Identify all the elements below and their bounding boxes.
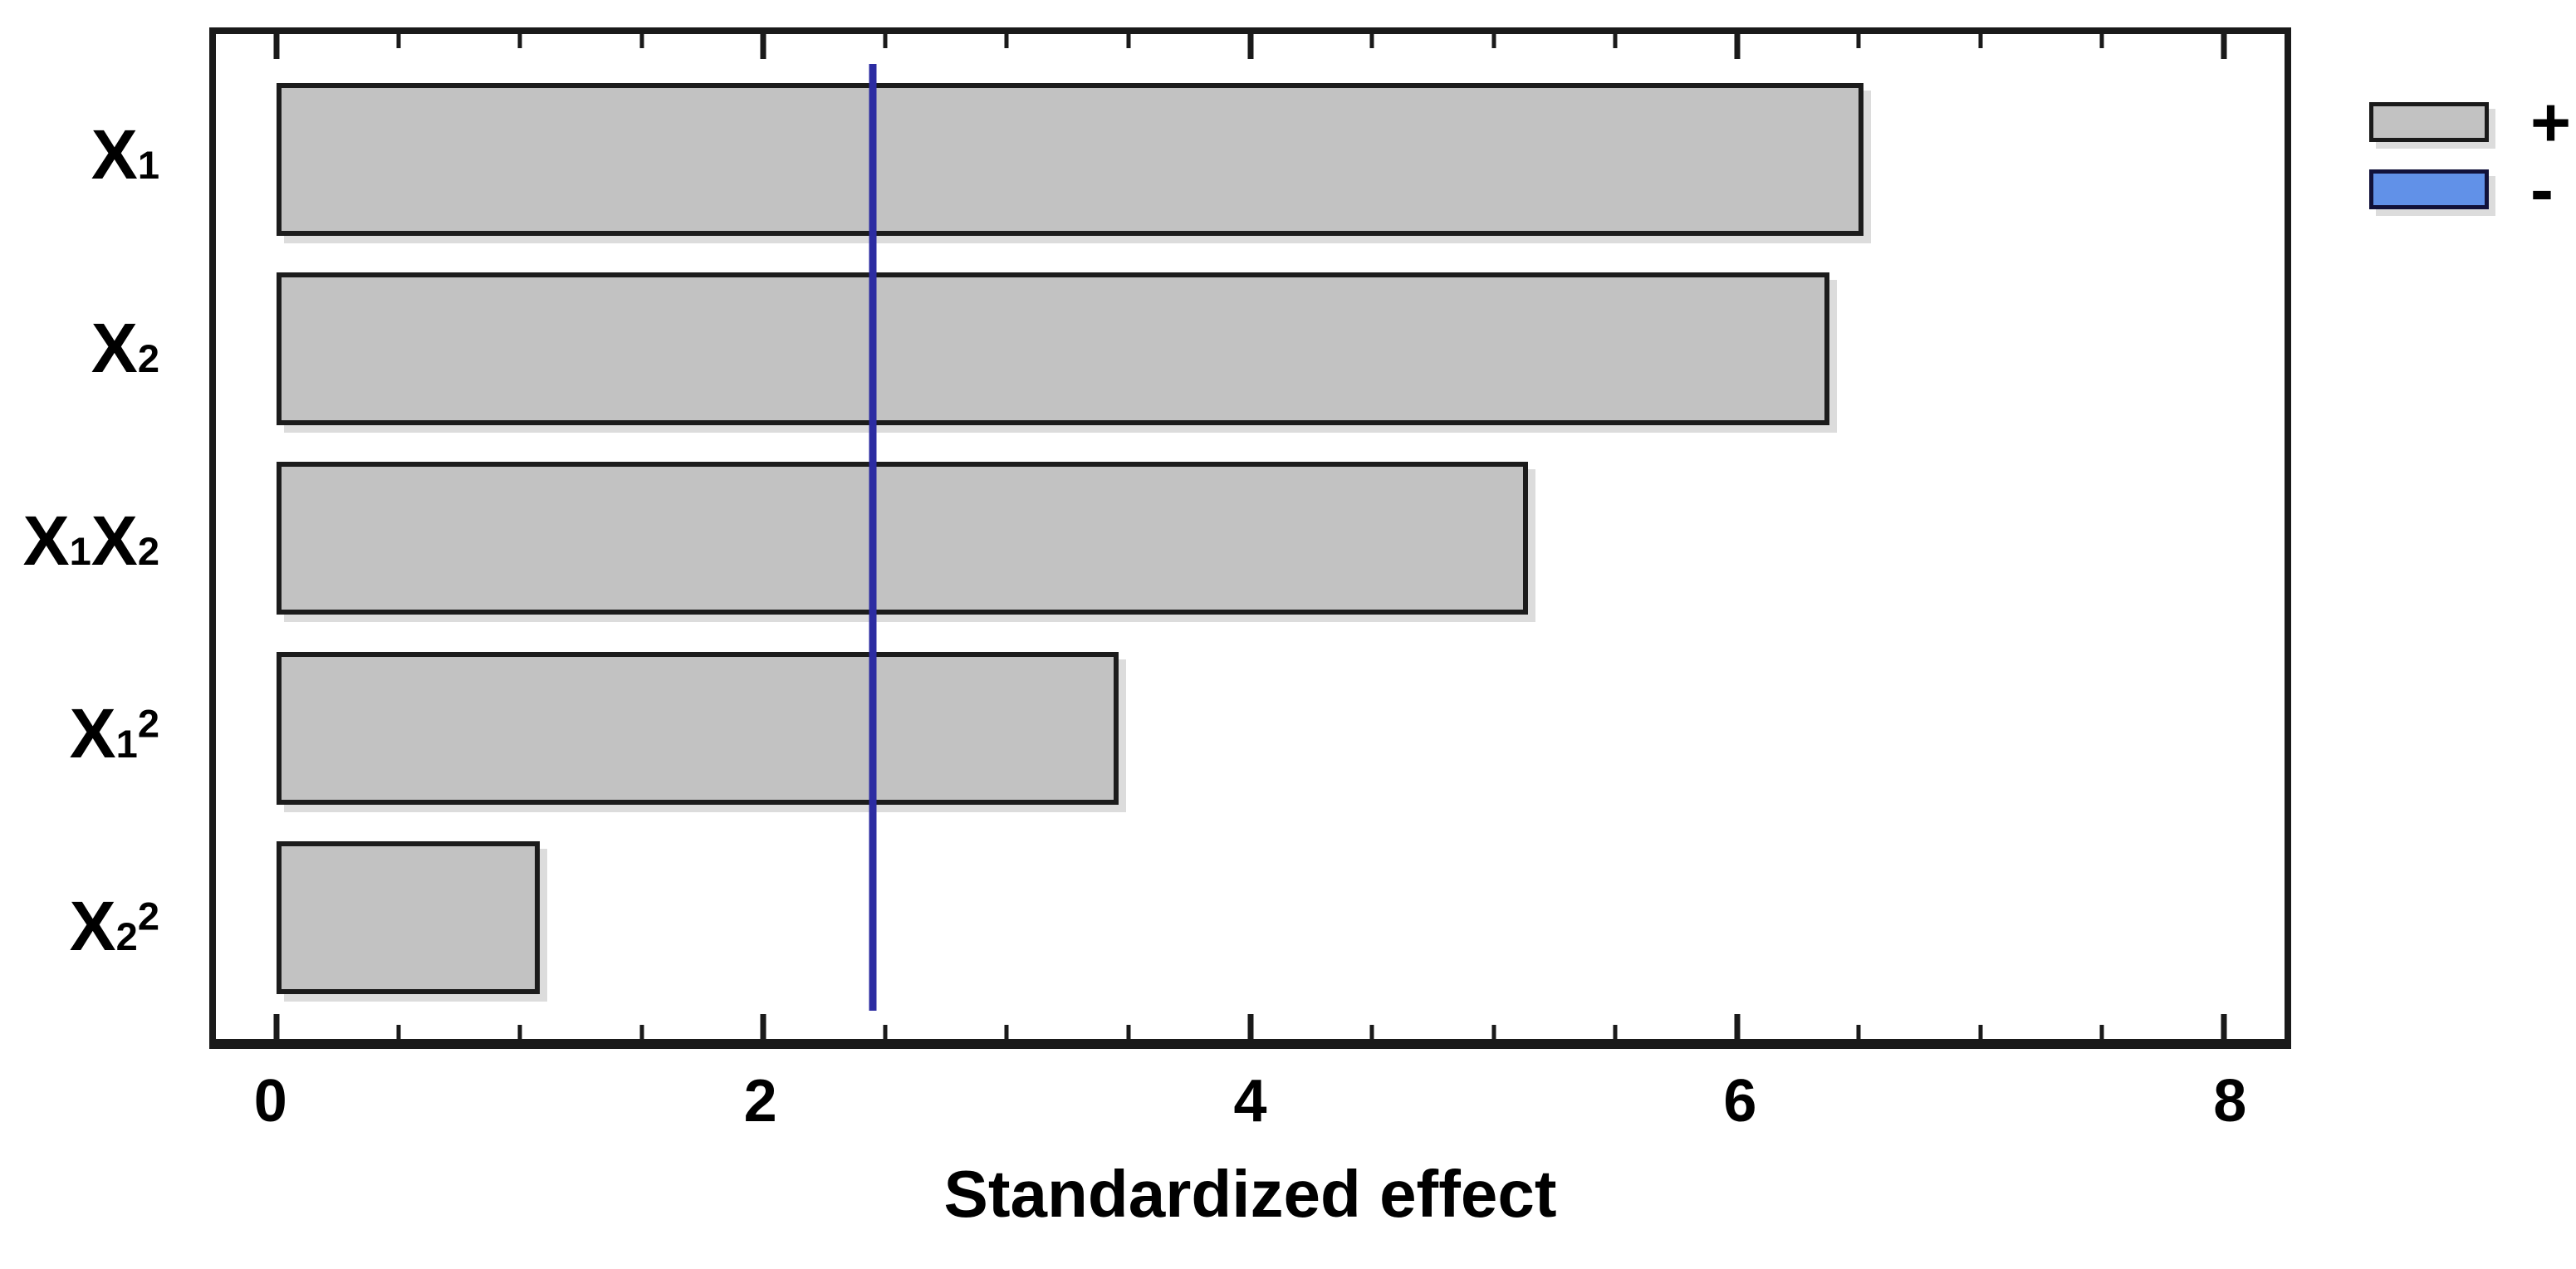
major-tick-bottom-0 — [273, 1014, 280, 1039]
minor-tick-top-1.5 — [639, 34, 644, 48]
minor-tick-bottom-6.5 — [1856, 1025, 1861, 1039]
x-tick-label-8: 8 — [2213, 1068, 2247, 1134]
minor-tick-top-6.5 — [1856, 34, 1861, 48]
minor-tick-bottom-7 — [1978, 1025, 1983, 1039]
y-label-X1: X1 — [91, 115, 159, 194]
major-tick-bottom-8 — [2221, 1014, 2227, 1039]
significance-reference-line — [869, 64, 877, 1012]
major-tick-top-4 — [1247, 34, 1253, 59]
minor-tick-top-5.5 — [1613, 34, 1618, 48]
legend-entry-positive: + — [2369, 83, 2572, 161]
legend-label-negative: - — [2530, 150, 2554, 228]
minor-tick-bottom-3.5 — [1126, 1025, 1131, 1039]
legend-entry-negative: - — [2369, 150, 2571, 228]
minor-tick-bottom-0.5 — [396, 1025, 401, 1039]
bar-X1X2 — [277, 462, 1528, 615]
legend-label-positive: + — [2530, 83, 2572, 161]
x-tick-label-2: 2 — [743, 1068, 777, 1134]
legend: + - — [2369, 83, 2572, 237]
major-tick-bottom-4 — [1247, 1014, 1253, 1039]
plot-area — [209, 27, 2291, 1049]
y-label-X2: X2 — [91, 308, 159, 387]
minor-tick-top-3 — [1004, 34, 1009, 48]
minor-tick-top-3.5 — [1126, 34, 1131, 48]
x-tick-label-4: 4 — [1233, 1068, 1267, 1134]
major-tick-top-0 — [273, 34, 280, 59]
x-axis-tick-labels: 0 2 4 6 8 — [209, 1071, 2291, 1146]
minor-tick-top-1 — [517, 34, 522, 48]
major-tick-top-2 — [760, 34, 766, 59]
legend-swatch-positive — [2369, 102, 2489, 142]
minor-tick-bottom-7.5 — [2099, 1025, 2104, 1039]
minor-tick-bottom-1.5 — [639, 1025, 644, 1039]
x-tick-label-6: 6 — [1723, 1068, 1757, 1134]
bar-X1 — [277, 83, 1863, 236]
minor-tick-top-7.5 — [2099, 34, 2104, 48]
major-tick-top-6 — [1734, 34, 1741, 59]
x-axis-title: Standardized effect — [943, 1157, 1557, 1231]
minor-tick-bottom-5 — [1491, 1025, 1496, 1039]
minor-tick-top-5 — [1491, 34, 1496, 48]
y-label-X1X2: X1X2 — [22, 501, 159, 580]
minor-tick-bottom-5.5 — [1613, 1025, 1618, 1039]
y-axis-category-labels: X1 X2 X1X2 X12 X22 — [0, 27, 159, 1049]
minor-tick-top-7 — [1978, 34, 1983, 48]
major-tick-bottom-6 — [1734, 1014, 1741, 1039]
bar-X2^2 — [277, 840, 540, 994]
x-tick-label-0: 0 — [253, 1068, 287, 1134]
minor-tick-top-4.5 — [1369, 34, 1374, 48]
minor-tick-bottom-3 — [1004, 1025, 1009, 1039]
minor-tick-top-2.5 — [883, 34, 888, 48]
legend-swatch-negative — [2369, 169, 2489, 209]
y-label-X2^2: X22 — [69, 886, 159, 965]
major-tick-bottom-2 — [760, 1014, 766, 1039]
y-label-X1^2: X12 — [69, 693, 159, 772]
minor-tick-top-0.5 — [396, 34, 401, 48]
minor-tick-bottom-1 — [517, 1025, 522, 1039]
bar-X1^2 — [277, 651, 1119, 805]
minor-tick-bottom-2.5 — [883, 1025, 888, 1039]
bar-X2 — [277, 272, 1829, 426]
minor-tick-bottom-4.5 — [1369, 1025, 1374, 1039]
major-tick-top-8 — [2221, 34, 2227, 59]
